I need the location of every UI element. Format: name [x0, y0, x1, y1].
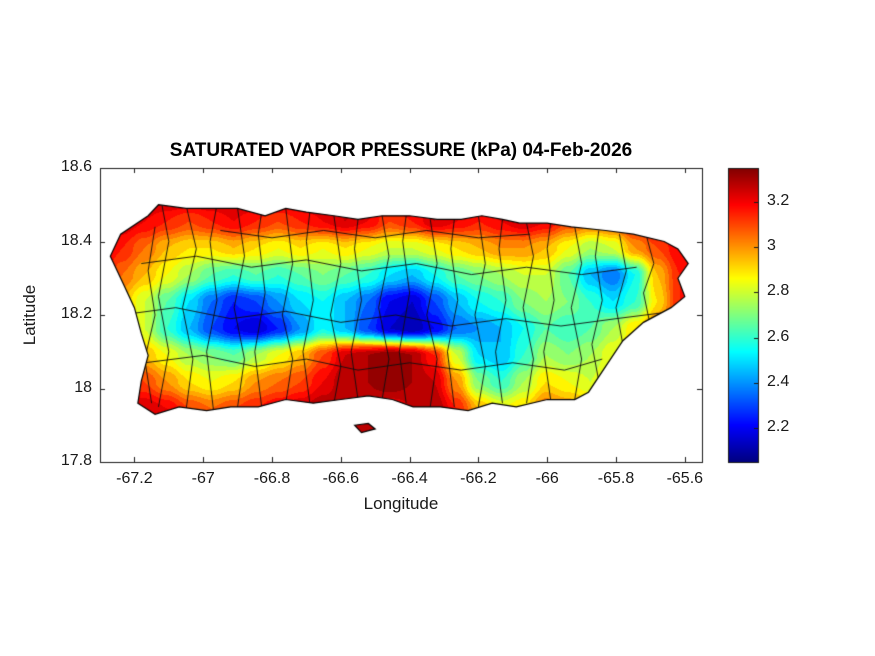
x-tick-label: -66.8 — [253, 470, 291, 487]
colorbar-tick-label: 2.8 — [767, 282, 790, 300]
x-tick-label: -66 — [535, 470, 559, 487]
colorbar-tick-label: 2.2 — [767, 418, 790, 436]
colorbar-tick-label: 2.6 — [767, 327, 790, 345]
x-tick-label: -66.2 — [460, 470, 497, 487]
colorbar-tick-label: 2.4 — [767, 372, 790, 390]
x-tick-label: -67 — [191, 470, 215, 487]
x-tick-label: -67.2 — [116, 470, 153, 487]
x-tick-label: -66.6 — [322, 470, 360, 487]
colorbar-tick-label: 3.2 — [767, 191, 790, 209]
y-tick-label: 18.6 — [60, 158, 92, 175]
x-tick-label: -65.8 — [597, 470, 635, 487]
plot-title: SATURATED VAPOR PRESSURE (kPa) 04-Feb-20… — [169, 140, 633, 161]
y-tick-label: 18 — [74, 378, 92, 396]
x-tick-label: -66.4 — [391, 470, 428, 487]
y-tick-label: 18.4 — [60, 231, 92, 249]
x-tick-label: -65.6 — [666, 470, 704, 487]
colorbar-tick-label: 3 — [767, 237, 776, 255]
x-axis-label: Longitude — [363, 494, 439, 513]
y-tick-label: 17.8 — [60, 452, 92, 469]
y-tick-label: 18.2 — [60, 305, 92, 322]
